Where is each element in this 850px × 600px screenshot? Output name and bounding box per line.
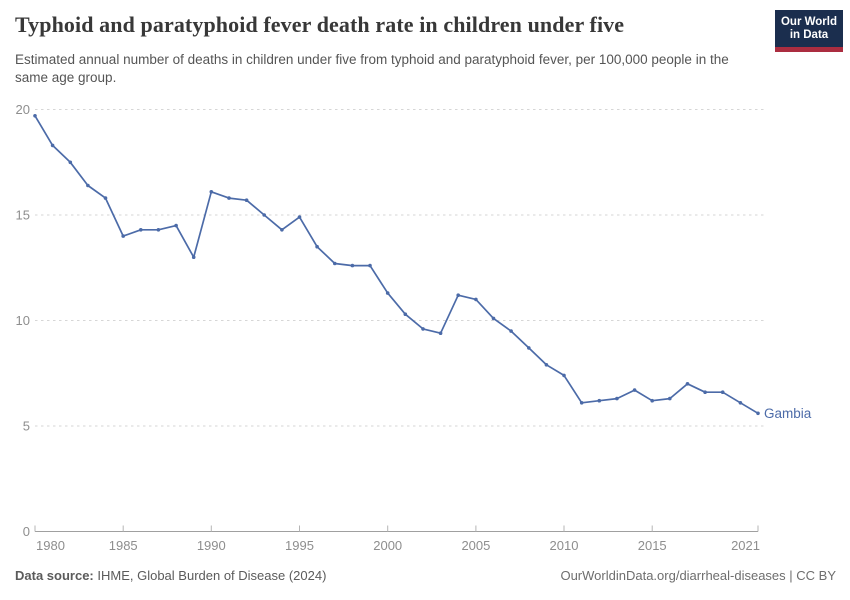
data-point (280, 228, 284, 232)
data-point (544, 363, 549, 367)
data-point (68, 160, 73, 165)
data-point (315, 244, 319, 249)
data-point (174, 223, 178, 228)
x-tick-label: 1985 (109, 538, 138, 553)
data-point (333, 261, 337, 266)
x-axis: 1980 1985 1990 1995 2000 2005 2010 2015 2021 (34, 525, 760, 553)
data-source-label: Data source: (15, 568, 94, 583)
y-axis: 0 5 10 15 20 (16, 102, 765, 539)
data-point (385, 291, 390, 295)
data-point (685, 382, 690, 386)
y-tick-label: 10 (16, 313, 30, 328)
data-point (527, 346, 531, 350)
y-tick-label: 15 (16, 208, 30, 223)
owid-logo-line1: Our World (780, 15, 837, 28)
data-point (262, 213, 267, 217)
chart-footer: Data source: IHME, Global Burden of Dise… (15, 568, 836, 586)
data-point (509, 329, 513, 333)
series-line[interactable] (34, 114, 759, 415)
x-tick-label: 2015 (638, 538, 667, 553)
data-point (756, 411, 760, 416)
line-chart-plot-area[interactable]: 0 5 10 15 20 1980 1985 1990 1995 2000 2005 2010 2015… (0, 0, 850, 560)
data-point (50, 143, 55, 148)
x-tick-label: 1990 (197, 538, 226, 553)
data-point (121, 234, 125, 238)
data-point (456, 293, 461, 298)
data-point (491, 316, 496, 321)
data-source-note: Data source: IHME, Global Burden of Dise… (15, 568, 326, 583)
data-point (738, 401, 743, 405)
data-point (368, 263, 372, 268)
data-point (720, 390, 725, 395)
data-point (562, 373, 566, 378)
data-point (632, 388, 637, 392)
data-point (421, 327, 425, 331)
data-point (103, 196, 108, 200)
data-source-value: IHME, Global Burden of Disease (2024) (97, 568, 327, 583)
data-point (227, 196, 231, 200)
y-tick-label: 5 (23, 419, 30, 434)
data-point (474, 297, 478, 302)
data-point (244, 198, 249, 202)
data-point (579, 401, 584, 405)
data-point (668, 396, 672, 401)
page-title: Typhoid and paratyphoid fever death rate… (15, 12, 625, 37)
data-point (139, 228, 143, 232)
data-point (597, 398, 602, 403)
x-tick-label: 2010 (550, 538, 579, 553)
owid-credit-link[interactable]: OurWorldinData.org/diarrheal-diseases | … (560, 568, 836, 583)
owid-logo[interactable]: Our World in Data (775, 10, 843, 52)
x-tick-label: 1980 (36, 538, 65, 553)
data-point (209, 190, 214, 194)
y-tick-label: 0 (23, 524, 30, 539)
data-point (156, 228, 161, 232)
x-tick-label: 1995 (285, 538, 314, 553)
chart-subtitle: Estimated annual number of deaths in chi… (15, 52, 729, 85)
x-tick-label: 2021 (731, 538, 760, 553)
owid-logo-line2: in Data (789, 28, 829, 41)
data-point (615, 396, 619, 401)
data-point (703, 390, 707, 395)
entity-label[interactable]: Gambia (764, 406, 812, 421)
y-tick-label: 20 (16, 102, 30, 117)
data-point (191, 255, 196, 259)
data-point (650, 398, 654, 403)
data-point (438, 331, 443, 336)
data-point (33, 114, 37, 118)
data-point (86, 183, 90, 188)
x-tick-label: 2005 (461, 538, 490, 553)
data-point (297, 215, 302, 219)
data-point (350, 263, 355, 268)
data-point (403, 312, 408, 317)
x-tick-label: 2000 (373, 538, 402, 553)
series-markers[interactable] (33, 114, 760, 416)
